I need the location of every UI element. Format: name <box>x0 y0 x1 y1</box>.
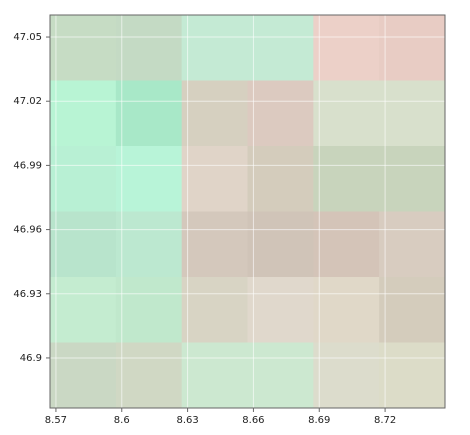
map-tile <box>181 277 248 343</box>
map-tile <box>313 15 380 81</box>
map-tile <box>247 211 314 278</box>
map-tile <box>50 146 117 212</box>
x-tick-label: 8.72 <box>374 415 396 426</box>
x-tick-label: 8.57 <box>45 415 67 426</box>
map-tile <box>379 342 446 409</box>
grid-layer <box>50 15 445 408</box>
map-tile <box>313 211 380 278</box>
map-tile <box>313 80 380 147</box>
map-tile <box>115 15 183 81</box>
map-tile <box>50 80 117 147</box>
map-tile <box>115 277 183 343</box>
y-tick-label: 47.02 <box>13 96 42 107</box>
map-tile <box>115 146 183 212</box>
y-tick-label: 47.05 <box>13 32 42 43</box>
map-tile <box>379 80 446 147</box>
y-tick-label: 46.93 <box>13 289 42 300</box>
map-tile <box>247 15 314 81</box>
map-tile <box>313 146 380 212</box>
map-tile <box>50 277 117 343</box>
map-tile <box>50 211 117 278</box>
x-tick-label: 8.69 <box>308 415 330 426</box>
map-tile <box>247 80 314 147</box>
map-tile <box>247 146 314 212</box>
map-tile <box>379 146 446 212</box>
map-tile <box>181 342 248 409</box>
map-tile <box>247 277 314 343</box>
map-tile <box>379 15 446 81</box>
map-tile <box>115 211 183 278</box>
map-tile <box>181 80 248 147</box>
plot-frame <box>49 14 446 409</box>
map-tile <box>115 80 183 147</box>
map-tile <box>181 211 248 278</box>
map-tile <box>313 342 380 409</box>
map-tile <box>379 211 446 278</box>
map-tile <box>50 342 117 409</box>
map-tile <box>247 342 314 409</box>
y-tick-label: 46.96 <box>13 225 42 236</box>
map-tile <box>181 15 248 81</box>
tile-layer <box>50 15 446 409</box>
x-tick-label: 8.63 <box>176 415 198 426</box>
y-tick-label: 46.9 <box>20 353 42 364</box>
map-tile <box>50 15 117 81</box>
tick-layer: 8.57 8.6 8.63 8.66 8.69 8.72 46.9 46.93 46.96 46.… <box>13 32 396 426</box>
y-tick-label: 46.99 <box>13 160 42 171</box>
x-tick-label: 8.66 <box>242 415 264 426</box>
map-tile <box>379 277 446 343</box>
map-tile <box>313 277 380 343</box>
map-tile <box>181 146 248 212</box>
x-tick-label: 8.6 <box>114 415 130 426</box>
map-tile <box>115 342 183 409</box>
